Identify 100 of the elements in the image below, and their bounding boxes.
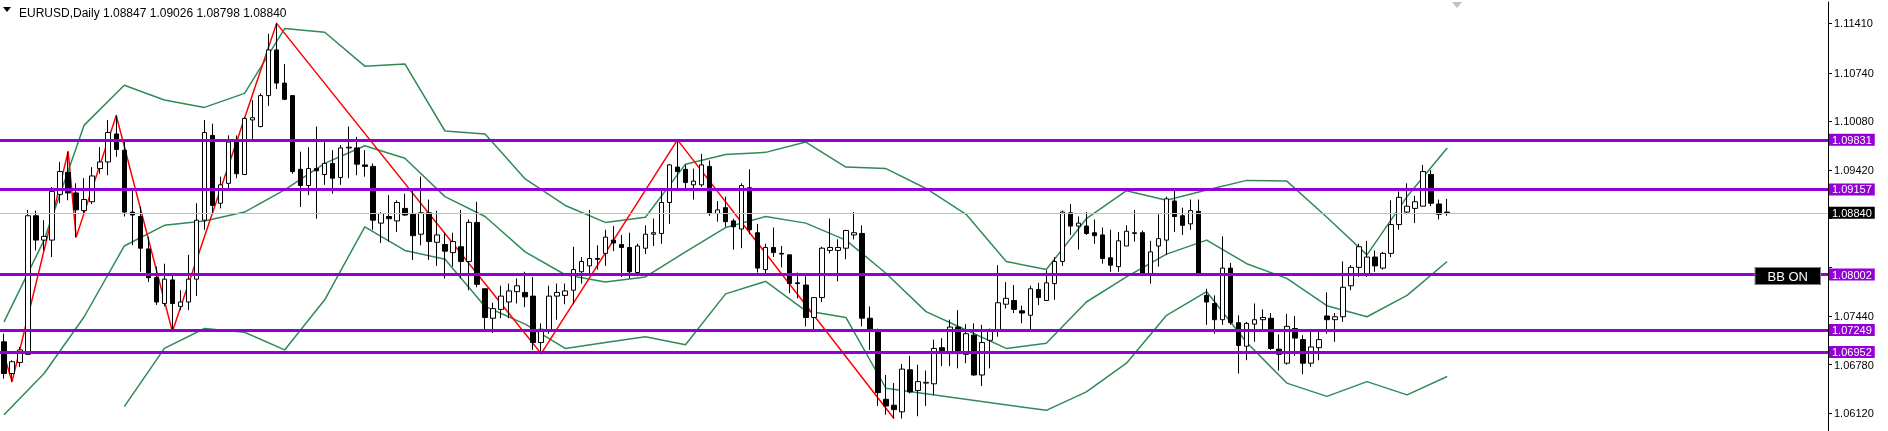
candlestick (1100, 227, 1105, 265)
candlestick (1076, 216, 1081, 251)
candlestick (1388, 199, 1394, 258)
candlestick (811, 297, 817, 332)
candlestick (971, 322, 977, 377)
candlestick (1228, 262, 1233, 326)
candlestick (33, 210, 39, 251)
candlestick (1068, 203, 1073, 236)
candlestick (1364, 240, 1370, 278)
candlestick (298, 151, 303, 208)
candlestick (146, 236, 151, 283)
candlestick (1180, 207, 1185, 236)
candlestick (1172, 188, 1177, 233)
candlestick (587, 209, 592, 274)
candlestick (562, 283, 568, 305)
candlestick (1260, 308, 1266, 331)
candlestick (370, 162, 376, 231)
candlestick (162, 263, 167, 307)
candlestick (290, 95, 295, 175)
candlestick (322, 141, 327, 186)
candlestick (827, 218, 833, 254)
candlestick (306, 146, 311, 196)
candlestick (1220, 235, 1225, 326)
candlestick (466, 218, 472, 291)
candlestick (442, 232, 448, 279)
candlestick (907, 355, 913, 394)
candlestick (434, 210, 440, 267)
candlestick (939, 337, 945, 367)
candlestick (867, 305, 873, 351)
candlestick (747, 168, 752, 235)
candlestick (554, 283, 560, 321)
candlestick (603, 229, 608, 267)
candlestick (771, 227, 776, 258)
ref-line-label: 1.06952 (1832, 345, 1872, 358)
candlestick (194, 202, 199, 297)
candlestick (979, 324, 985, 387)
chart-title: EURUSD,Daily 1.08847 1.09026 1.08798 1.08840 (19, 6, 287, 20)
candlestick (723, 196, 728, 228)
ref-line-label: 1.09831 (1832, 133, 1872, 146)
candlestick (851, 211, 857, 240)
candlestick (530, 276, 536, 351)
candlestick (97, 146, 103, 175)
candlestick (330, 149, 335, 195)
candlestick (138, 206, 143, 273)
candlestick (1372, 249, 1378, 273)
candlestick (41, 219, 47, 251)
y-tick-label: 1.06780 (1834, 358, 1874, 371)
candlestick (490, 302, 496, 334)
candlestick (49, 186, 55, 258)
candlestick (1003, 281, 1009, 310)
candlestick (178, 289, 183, 311)
ref-line-label: 1.07249 (1832, 324, 1872, 337)
line-series (123, 226, 1448, 412)
candlestick (1428, 169, 1434, 207)
candlestick (1044, 269, 1049, 302)
candlestick (1164, 196, 1169, 256)
candlestick (699, 153, 704, 188)
candlestick (1132, 209, 1137, 243)
candlestick (611, 225, 616, 252)
candlestick (546, 285, 552, 335)
candlestick (923, 370, 929, 407)
candlestick (1212, 294, 1217, 335)
candlestick (514, 277, 520, 304)
candlestick (931, 339, 937, 396)
candlestick (1420, 164, 1426, 207)
candlestick (579, 256, 584, 285)
candlestick (675, 139, 680, 189)
candlestick (995, 264, 1001, 338)
candlestick (1404, 182, 1410, 215)
candlestick (1396, 190, 1402, 231)
candlestick (787, 254, 792, 294)
candlestick (843, 229, 849, 260)
y-tick-label: 1.11410 (1834, 17, 1873, 30)
candlestick (1444, 198, 1450, 217)
candlestick (242, 116, 247, 176)
candlestick (186, 254, 191, 311)
candlestick (659, 188, 664, 245)
candlestick (755, 223, 760, 274)
candlestick (9, 359, 15, 383)
ref-line-label: 1.08840 (1832, 206, 1872, 219)
candlestick (1036, 282, 1041, 306)
candlestick (250, 99, 255, 141)
candlestick (1060, 210, 1065, 267)
candlestick (1156, 213, 1161, 268)
line-series (3, 27, 1448, 323)
candlestick (1436, 199, 1442, 220)
candlestick (651, 218, 656, 247)
candlestick (1148, 240, 1153, 285)
candlestick (1, 333, 7, 380)
candlestick (234, 134, 239, 179)
candlestick (1028, 285, 1033, 332)
candlestick (1124, 224, 1129, 247)
line-series (3, 144, 1448, 416)
candlestick (282, 63, 287, 101)
candlestick (522, 271, 528, 308)
candlestick (819, 246, 825, 303)
candlestick (450, 232, 456, 268)
candlestick (122, 139, 127, 217)
candlestick (891, 382, 897, 419)
candlestick (426, 199, 432, 261)
